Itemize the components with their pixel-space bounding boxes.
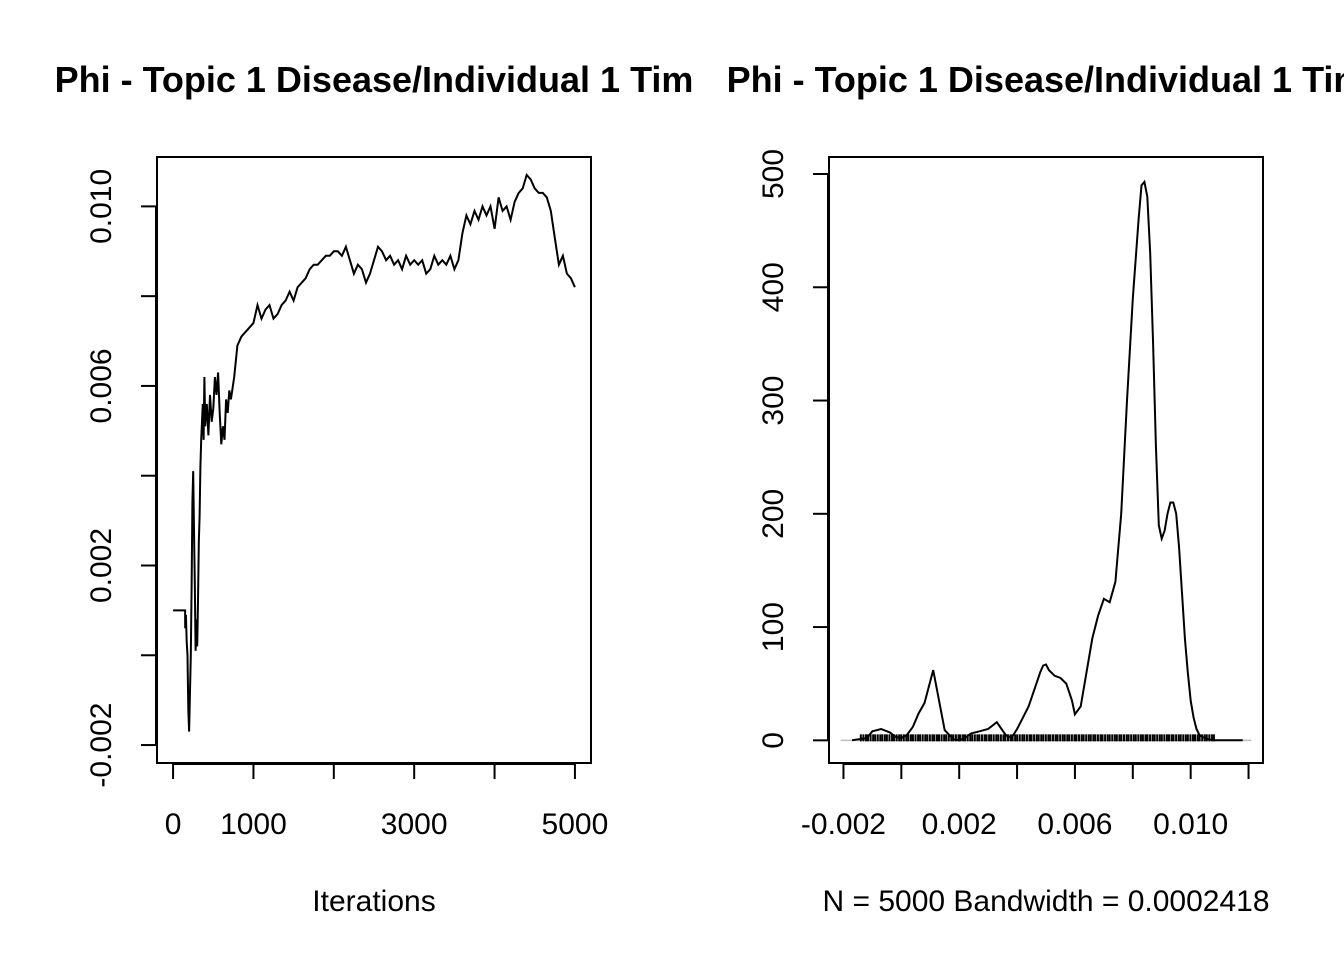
y-tick-label: 500 (757, 149, 790, 199)
density-rug (859, 734, 1215, 742)
x-tick-label: -0.002 (801, 808, 886, 841)
trace-line (173, 173, 576, 732)
y-tick-label: 200 (757, 489, 790, 539)
density-curve (851, 179, 1243, 742)
density-plot-box (828, 156, 1264, 764)
x-tick-label: 5000 (542, 808, 609, 841)
x-tick-label: 0 (165, 808, 182, 841)
y-tick-label: 300 (757, 376, 790, 426)
y-tick-label: 400 (757, 262, 790, 312)
trace-plot-box (156, 156, 592, 764)
x-tick-label: 0.010 (1153, 808, 1228, 841)
x-tick-label: 0.002 (922, 808, 997, 841)
y-tick-label: 0.010 (85, 169, 118, 244)
density-plot-y-axis: 0 100 200 300 400 500 (757, 149, 829, 749)
trace-plot-x-label: Iterations (312, 885, 435, 918)
trace-plot-title: Phi - Topic 1 Disease/Individual 1 Tim (55, 59, 694, 100)
density-plot-x-axis: -0.002 0.002 0.006 0.010 (801, 763, 1250, 841)
trace-plot-x-axis: 0 1000 3000 5000 (165, 763, 609, 841)
density-plot-title: Phi - Topic 1 Disease/Individual 1 Tim (727, 59, 1344, 100)
y-tick-label: 0.002 (85, 528, 118, 603)
y-tick-label: -0.002 (85, 703, 118, 788)
y-tick-label: 0 (757, 732, 790, 749)
x-tick-label: 0.006 (1037, 808, 1112, 841)
y-tick-label: 0.006 (85, 348, 118, 423)
x-tick-label: 3000 (381, 808, 448, 841)
x-tick-label: 1000 (220, 808, 287, 841)
density-plot: Phi - Topic 1 Disease/Individual 1 Tim -… (727, 59, 1344, 918)
trace-plot-y-axis: -0.002 0.002 0.006 0.010 (85, 169, 157, 788)
y-tick-label: 100 (757, 602, 790, 652)
trace-plot: Phi - Topic 1 Disease/Individual 1 Tim 0… (55, 59, 694, 918)
density-plot-x-label: N = 5000 Bandwidth = 0.0002418 (822, 885, 1269, 918)
